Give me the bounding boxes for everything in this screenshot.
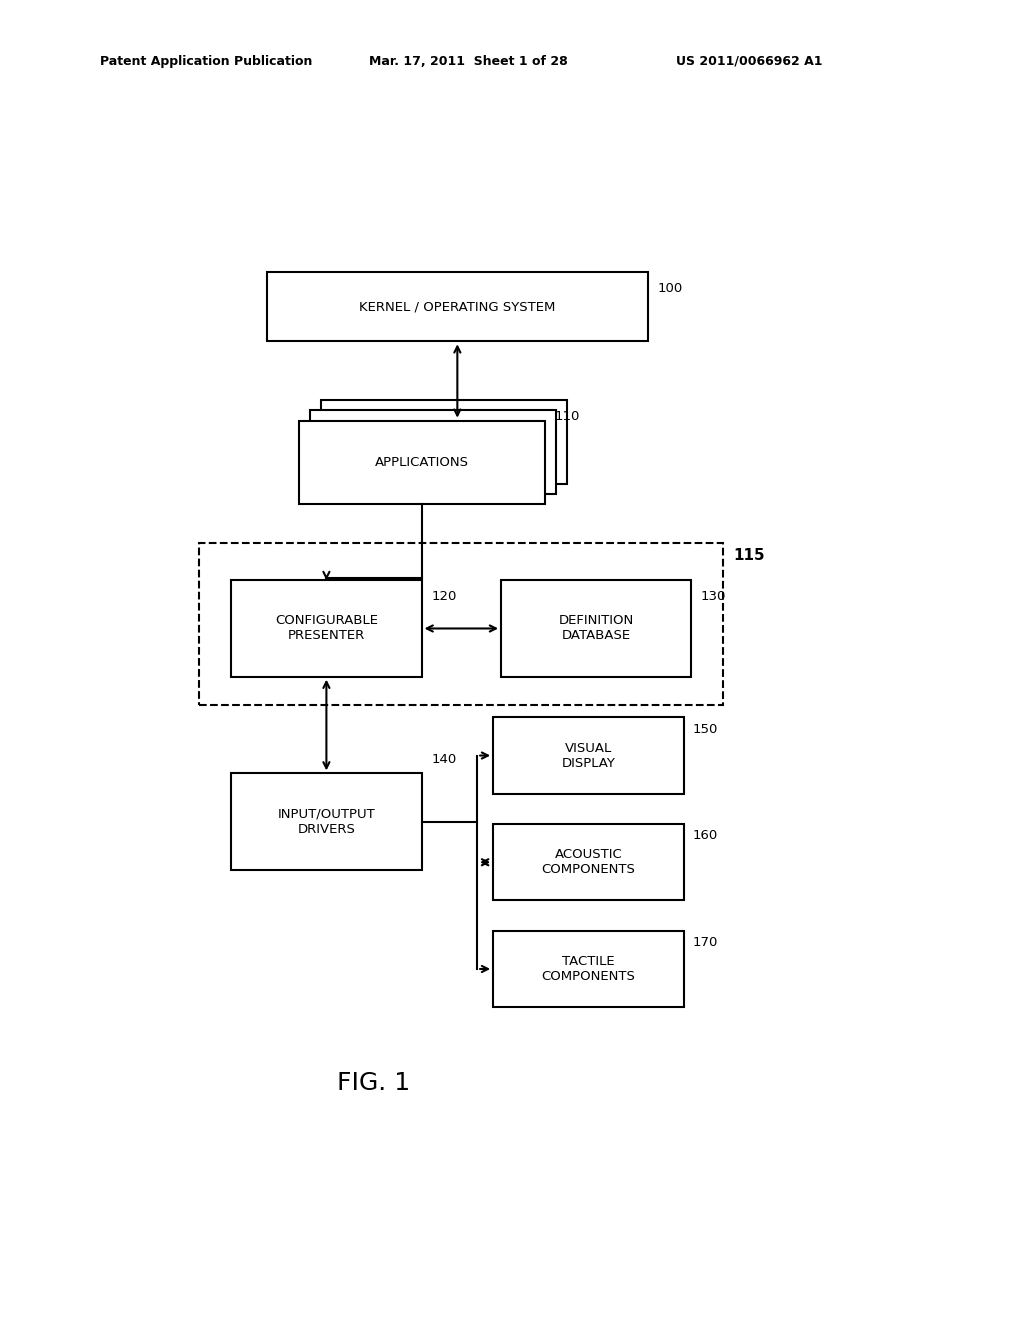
Bar — [501, 581, 691, 677]
Text: Patent Application Publication: Patent Application Publication — [100, 54, 312, 67]
Bar — [321, 400, 567, 483]
Text: FIG. 1: FIG. 1 — [338, 1072, 411, 1096]
Bar — [309, 411, 556, 494]
Bar — [494, 931, 684, 1007]
Bar — [299, 421, 545, 504]
Bar — [231, 774, 422, 870]
Text: APPLICATIONS: APPLICATIONS — [375, 455, 469, 469]
Text: 170: 170 — [693, 936, 719, 949]
Bar — [200, 543, 723, 705]
Bar — [267, 272, 648, 342]
Text: TACTILE
COMPONENTS: TACTILE COMPONENTS — [542, 954, 635, 983]
Text: INPUT/OUTPUT
DRIVERS: INPUT/OUTPUT DRIVERS — [278, 808, 375, 836]
Text: 120: 120 — [431, 590, 457, 603]
Bar — [231, 581, 422, 677]
Text: DEFINITION
DATABASE: DEFINITION DATABASE — [559, 615, 634, 643]
Text: 150: 150 — [693, 722, 719, 735]
Text: KERNEL / OPERATING SYSTEM: KERNEL / OPERATING SYSTEM — [359, 300, 556, 313]
Bar — [494, 718, 684, 793]
Text: VISUAL
DISPLAY: VISUAL DISPLAY — [561, 742, 615, 770]
Text: 140: 140 — [431, 752, 457, 766]
Text: 100: 100 — [657, 282, 683, 296]
Text: 115: 115 — [733, 548, 765, 562]
Text: 110: 110 — [554, 411, 580, 424]
Text: CONFIGURABLE
PRESENTER: CONFIGURABLE PRESENTER — [274, 615, 378, 643]
Text: 130: 130 — [701, 590, 726, 603]
Bar — [494, 824, 684, 900]
Text: ACOUSTIC
COMPONENTS: ACOUSTIC COMPONENTS — [542, 849, 635, 876]
Text: 160: 160 — [693, 829, 718, 842]
Text: Mar. 17, 2011  Sheet 1 of 28: Mar. 17, 2011 Sheet 1 of 28 — [369, 54, 567, 67]
Text: US 2011/0066962 A1: US 2011/0066962 A1 — [676, 54, 822, 67]
